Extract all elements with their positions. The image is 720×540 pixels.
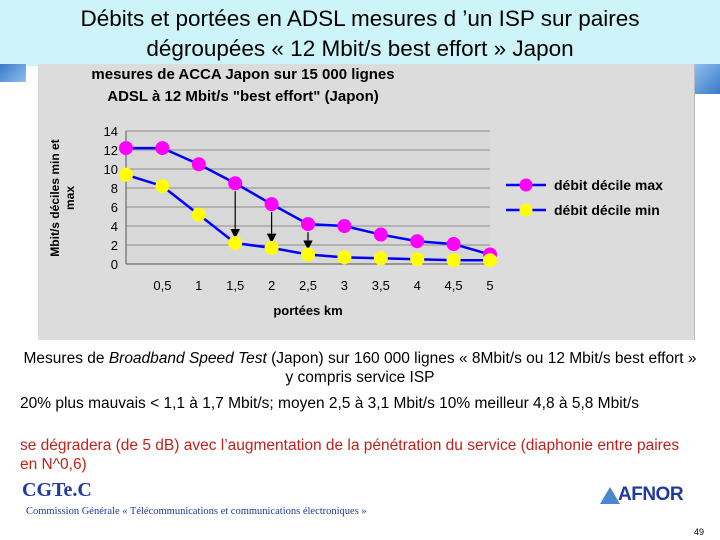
series-max-point xyxy=(155,141,170,156)
series-max-point xyxy=(337,219,352,233)
x-axis-label: portées km xyxy=(273,303,342,318)
series-max-point xyxy=(446,237,461,252)
series-max-point xyxy=(301,217,315,232)
series-min-point xyxy=(410,252,425,267)
series-min-point xyxy=(191,207,206,222)
paragraph-measures-italic: Broadband Speed Test xyxy=(108,350,267,367)
y-tick-label: 2 xyxy=(111,238,118,253)
org-full-name: Commission Générale « Télécommunications… xyxy=(26,506,367,517)
y-tick-label: 8 xyxy=(111,181,118,196)
afnor-logo: AFNOR xyxy=(600,484,692,506)
x-tick-label: 4,5 xyxy=(445,278,463,293)
org-name: CGTe.C xyxy=(22,479,92,501)
x-tick-label: 1 xyxy=(195,278,202,293)
paragraph-degradation: se dégradera (de 5 dB) avec l’augmentati… xyxy=(20,437,680,473)
y-axis-label-line-1: Mbit/s déciles min et xyxy=(48,139,62,256)
series-max-point xyxy=(264,197,279,212)
legend-label: débit décile min xyxy=(554,202,660,218)
series-min-point xyxy=(264,240,279,255)
page-number: 49 xyxy=(694,527,705,537)
series-max-point xyxy=(373,227,388,242)
series-max-point xyxy=(119,141,133,156)
series-min-point xyxy=(483,253,497,268)
x-tick-label: 4 xyxy=(414,278,421,293)
paragraph-measures-start: Mesures de xyxy=(23,350,109,367)
series-min-point xyxy=(119,167,133,182)
y-tick-label: 0 xyxy=(111,257,118,272)
legend-label: débit décile max xyxy=(554,177,663,193)
x-tick-label: 2,5 xyxy=(299,278,317,293)
y-tick-label: 6 xyxy=(111,200,118,215)
decorative-corner-right xyxy=(694,64,720,94)
series-max-point xyxy=(191,157,206,172)
series-min-point xyxy=(446,253,461,268)
series-min-point xyxy=(155,179,170,194)
y-tick-label: 10 xyxy=(104,162,118,177)
x-tick-label: 5 xyxy=(486,278,493,293)
y-tick-label: 4 xyxy=(111,219,118,234)
afnor-logo-text: AFNOR xyxy=(618,484,684,505)
chart-title-line-2: ADSL à 12 Mbit/s "best effort" (Japon) xyxy=(107,88,378,105)
chart-title-line-1: mesures de ACCA Japon sur 15 000 lignes xyxy=(91,66,394,83)
series-min-point xyxy=(373,251,388,266)
line-chart: mesures de ACCA Japon sur 15 000 lignes A… xyxy=(48,66,663,318)
legend-marker xyxy=(519,178,533,192)
series-max-point xyxy=(228,176,243,191)
x-tick-label: 3,5 xyxy=(372,278,390,293)
y-tick-label: 14 xyxy=(104,124,118,139)
legend-marker xyxy=(519,203,533,217)
series-min-point xyxy=(337,250,352,265)
paragraph-measures-end: (Japon) sur 160 000 lignes « 8Mbit/s ou … xyxy=(266,350,697,386)
y-axis-label-line-2: max xyxy=(63,186,77,210)
series-max-point xyxy=(410,234,425,249)
y-tick-label: 12 xyxy=(104,143,118,158)
x-tick-label: 1,5 xyxy=(226,278,244,293)
x-tick-label: 3 xyxy=(341,278,348,293)
title-band xyxy=(0,0,720,66)
paragraph-deciles: 20% plus mauvais < 1,1 à 1,7 Mbit/s; moy… xyxy=(20,395,640,412)
paragraph-measures: Mesures de Broadband Speed Test (Japon) … xyxy=(20,349,700,387)
series-min-point xyxy=(228,236,243,251)
decorative-corner-left xyxy=(0,64,26,82)
slide-title: Débits et portées en ADSL mesures d ’un … xyxy=(80,6,640,61)
x-tick-label: 2 xyxy=(268,278,275,293)
series-min-point xyxy=(301,247,315,262)
x-tick-label: 0,5 xyxy=(153,278,171,293)
afnor-triangle-icon xyxy=(600,487,620,504)
